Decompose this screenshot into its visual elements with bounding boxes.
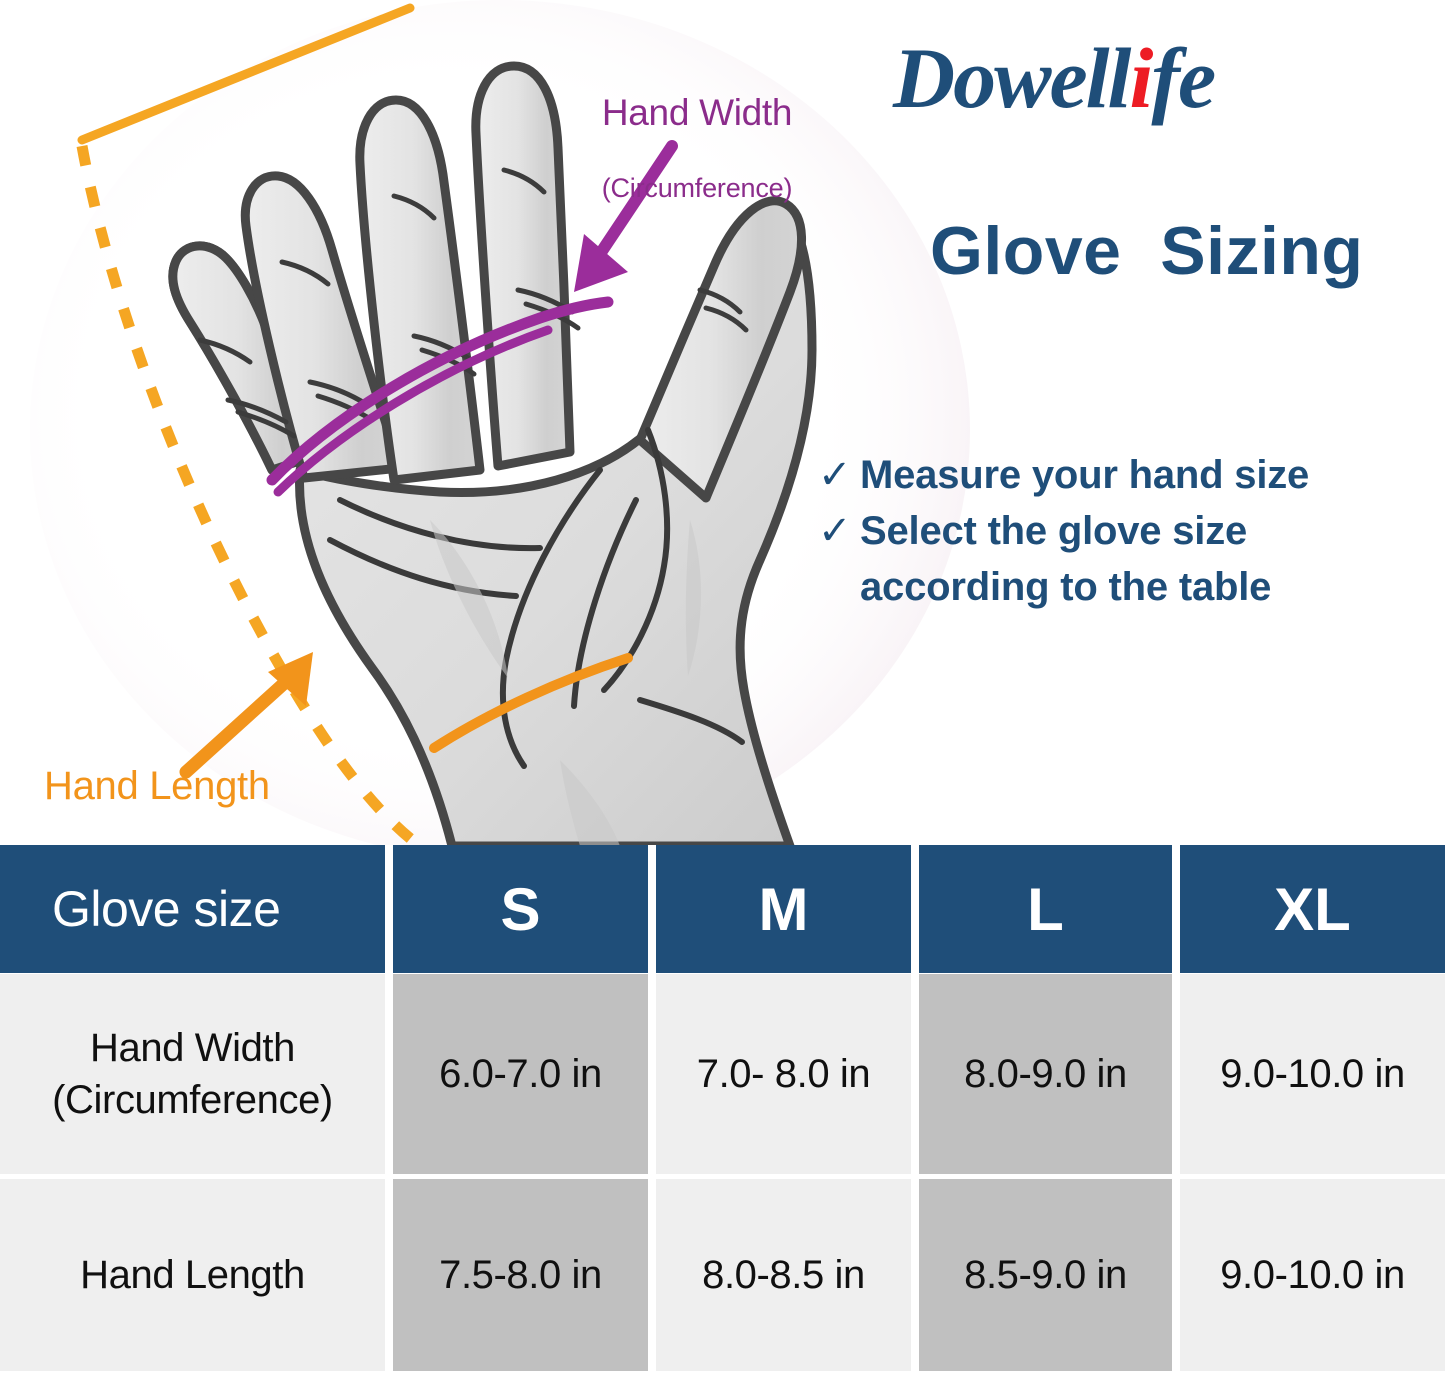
row-label-hand-width: Hand Width (Circumference) <box>0 973 389 1175</box>
finger-index <box>471 61 575 471</box>
hand-width-circumference-line-2 <box>273 325 553 497</box>
brand-name-accent: i <box>1129 30 1153 126</box>
instruction-label: Measure your hand size <box>860 453 1310 497</box>
table-header-cell-xl: XL <box>1176 845 1445 973</box>
table-cell: 8.0-8.5 in <box>652 1175 915 1376</box>
palm-shading <box>430 520 702 846</box>
check-icon: ✓ <box>818 453 852 497</box>
palm-shape <box>295 205 817 846</box>
table-body: Hand Width (Circumference) 6.0-7.0 in 7.… <box>0 973 1445 1376</box>
list-item: ✓ Select the glove size <box>818 504 1418 558</box>
brand-name-part1: Dowell <box>893 30 1131 126</box>
table-header-cell-l: L <box>915 845 1176 973</box>
table-header-row: Glove size S M L XL <box>0 845 1445 973</box>
page-title: Glove Sizing <box>930 213 1364 289</box>
finger-thumb <box>635 196 807 503</box>
annotation-hand-width-line1: Hand Width <box>601 92 793 133</box>
header-label: S <box>500 875 541 943</box>
instruction-label: Select the glove size <box>860 509 1248 553</box>
cell-value: 7.5-8.0 in <box>439 1253 602 1298</box>
brand-name-part2: fe <box>1151 30 1216 126</box>
wrist-circumference-line <box>429 653 633 753</box>
table-header-cell-glove-size: Glove size <box>0 845 389 973</box>
open-hand-palm-diagram-icon <box>30 0 970 846</box>
brand-logo-text: Dowellife <box>893 30 1373 126</box>
table-header-cell-s: S <box>389 845 652 973</box>
table-cell: 9.0-10.0 in <box>1176 973 1445 1175</box>
cell-value: 6.0-7.0 in <box>439 1051 602 1096</box>
header-label: Glove size <box>52 881 281 937</box>
check-icon: ✓ <box>818 509 852 553</box>
list-item: ✓ Measure your hand size <box>818 448 1418 502</box>
cell-value: 8.0-9.0 in <box>964 1051 1127 1096</box>
table-cell: 7.5-8.0 in <box>389 1175 652 1376</box>
row-label-hand-length: Hand Length <box>0 1175 389 1376</box>
header-label: L <box>1027 875 1064 943</box>
table-row: Hand Length 7.5-8.0 in 8.0-8.5 in 8.5-9.… <box>0 1175 1445 1376</box>
hand-length-arrow-icon <box>179 652 313 779</box>
hand-length-dashed-guide <box>76 145 424 846</box>
table-cell: 9.0-10.0 in <box>1176 1175 1445 1376</box>
row-label-line2: (Circumference) <box>52 1077 333 1122</box>
cell-value: 9.0-10.0 in <box>1220 1051 1405 1096</box>
cell-value: 8.0-8.5 in <box>702 1253 865 1298</box>
table-row: Hand Width (Circumference) 6.0-7.0 in 7.… <box>0 973 1445 1175</box>
table-cell: 8.5-9.0 in <box>915 1175 1176 1376</box>
hand-width-circumference-line <box>266 296 614 486</box>
cell-value: 7.0- 8.0 in <box>696 1051 871 1096</box>
table-header: Glove size S M L XL <box>0 845 1445 973</box>
hand-illustration-panel: Hand Width (Circumference) Hand Length D… <box>30 0 1418 846</box>
annotation-hand-length: Hand Length <box>44 764 270 808</box>
table-cell: 8.0-9.0 in <box>915 973 1176 1175</box>
annotation-hand-width-line2: (Circumference) <box>601 173 793 203</box>
cell-value: 8.5-9.0 in <box>964 1253 1127 1298</box>
row-label-line1: Hand Width <box>90 1025 295 1070</box>
instructions-list: ✓ Measure your hand size ✓ Select the gl… <box>818 448 1418 616</box>
glove-size-table: Glove size S M L XL Han <box>0 845 1445 1376</box>
table-header-cell-m: M <box>652 845 915 973</box>
header-label: M <box>758 875 809 943</box>
row-label-line1: Hand Length <box>80 1253 305 1298</box>
header-label: XL <box>1274 875 1351 943</box>
hand-length-top-line <box>77 3 415 145</box>
list-item: according to the table <box>818 560 1418 614</box>
cell-value: 9.0-10.0 in <box>1220 1253 1405 1298</box>
instruction-label: according to the table <box>860 565 1272 609</box>
hand-width-arrow-icon <box>574 140 678 292</box>
annotation-hand-width: Hand Width (Circumference) <box>557 55 837 241</box>
table-cell: 6.0-7.0 in <box>389 973 652 1175</box>
brand-logo: Dowellife <box>893 30 1373 138</box>
table-cell: 7.0- 8.0 in <box>652 973 915 1175</box>
